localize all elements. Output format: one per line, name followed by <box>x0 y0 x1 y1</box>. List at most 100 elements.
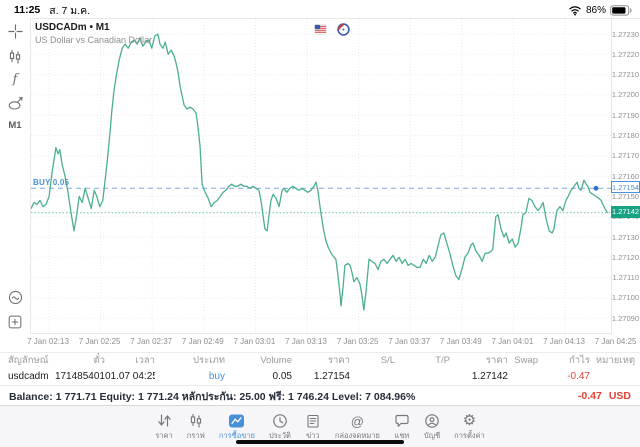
price-tick: 1.27210 <box>611 70 639 80</box>
positions-table: สัญลักษณ์ ตั๋ว เวลา ประเภท Volume ราคา S… <box>0 352 640 386</box>
clock-time: 11:25 <box>14 4 41 16</box>
cell-volume: 0.05 <box>272 371 292 382</box>
session-clock-icon <box>337 23 350 36</box>
chart-canvas <box>31 19 611 333</box>
time-tick: 7 Jan 04:25 <box>594 337 637 346</box>
time-tick: 7 Jan 02:13 <box>27 337 69 346</box>
price-tick: 1.27160 <box>611 171 639 181</box>
add-window-icon[interactable] <box>7 314 23 330</box>
chart-header: USDCADm • M1 US Dollar vs Canadian Dolla… <box>35 22 152 45</box>
buy-position-line-label: BUY 0.05 <box>33 178 70 188</box>
price-axis: 1.27230 1.27220 1.27210 1.27200 1.27190 … <box>612 18 640 334</box>
time-tick: 7 Jan 02:37 <box>130 337 173 346</box>
price-chart[interactable]: USDCADm • M1 US Dollar vs Canadian Dolla… <box>30 18 612 334</box>
col-ticket: ตั๋ว <box>93 355 105 366</box>
us-flag-icon <box>314 23 327 36</box>
price-tick: 1.27190 <box>611 110 639 120</box>
cell-time: 01.07 04:25 <box>105 371 155 382</box>
tab-label: การตั้งค่า <box>454 431 485 440</box>
tab-chart[interactable]: กราฟ <box>187 411 205 447</box>
objects-icon[interactable] <box>7 95 24 112</box>
time-tick: 7 Jan 03:01 <box>233 337 276 346</box>
timeframe-m1-button[interactable]: M1 <box>8 120 22 131</box>
tab-settings[interactable]: ⚙ การตั้งค่า <box>454 411 485 447</box>
trade-chart-icon <box>228 411 245 429</box>
bid-price-tag: 1.27142 <box>611 205 640 218</box>
tab-label: กราฟ <box>186 431 205 440</box>
price-tick: 1.27220 <box>611 49 639 59</box>
time-tick: 7 Jan 03:13 <box>285 337 327 346</box>
chart-symbol-title: USDCADm • M1 <box>35 22 110 33</box>
cell-symbol: usdcadm <box>8 371 49 382</box>
tab-account[interactable]: บัญชี <box>424 411 440 447</box>
quotes-arrows-icon <box>156 411 173 429</box>
col-volume: Volume <box>260 355 292 366</box>
cell-ticket: 171485401 <box>54 371 105 382</box>
time-tick: 7 Jan 03:25 <box>336 337 379 346</box>
cell-price-open: 1.27154 <box>313 371 350 382</box>
price-tick: 1.27150 <box>611 191 639 201</box>
time-tick: 7 Jan 02:25 <box>78 337 121 346</box>
tab-mailbox[interactable]: @ กล่องจดหมาย <box>335 411 380 447</box>
tab-label: กล่องจดหมาย <box>334 431 380 440</box>
ask-price-tag: 1.27154 <box>611 181 640 194</box>
tab-label: แชท <box>394 431 410 440</box>
account-currency: USD <box>608 390 631 402</box>
cell-price-current: 1.27142 <box>471 371 508 382</box>
price-tick: 1.27180 <box>611 131 639 140</box>
tab-label: ราคา <box>155 431 173 440</box>
time-tick: 7 Jan 02:49 <box>181 337 224 346</box>
tab-label: ประวัติ <box>268 431 291 440</box>
status-bar: 11:25 ส. 7 ม.ค. 86% <box>0 0 640 18</box>
col-time: เวลา <box>135 355 155 366</box>
tab-history[interactable]: ประวัติ <box>269 411 291 447</box>
price-tick: 1.27200 <box>611 90 639 100</box>
history-clock-icon <box>272 411 288 429</box>
chart-toolbar: f M1 <box>0 18 30 334</box>
candlestick-chart-icon <box>188 411 204 429</box>
quick-chart-icon[interactable] <box>7 289 24 306</box>
status-date: ส. 7 ม.ค. <box>49 4 91 17</box>
wifi-icon <box>568 4 582 16</box>
price-tick: 1.27130 <box>611 232 639 242</box>
crosshair-icon[interactable] <box>7 23 24 40</box>
account-person-icon <box>424 411 440 429</box>
col-price-open: ราคา <box>327 355 350 366</box>
battery-percent: 86% <box>585 4 606 16</box>
tab-label: การซื้อขาย <box>218 431 255 440</box>
account-summary-text: Balance: 1 771.71 Equity: 1 771.24 หลักป… <box>9 390 416 403</box>
chart-symbol-description: US Dollar vs Canadian Dollar <box>35 35 153 45</box>
price-tick: 1.27230 <box>611 29 639 39</box>
tab-label: บัญชี <box>423 431 441 440</box>
battery-icon <box>610 4 632 16</box>
candlestick-icon[interactable] <box>7 48 23 65</box>
tab-news[interactable]: ข่าว <box>305 411 321 447</box>
news-icon <box>305 411 321 429</box>
time-axis: 7 Jan 02:13 7 Jan 02:25 7 Jan 02:37 7 Ja… <box>0 337 640 350</box>
tab-quotes[interactable]: ราคา <box>155 411 173 447</box>
position-row[interactable]: usdcadm 171485401 01.07 04:25 buy 0.05 1… <box>0 368 640 386</box>
tab-trade[interactable]: การซื้อขาย <box>219 411 255 447</box>
time-tick: 7 Jan 03:49 <box>439 337 482 346</box>
settings-gear-icon: ⚙ <box>462 412 477 429</box>
col-price-current: ราคา <box>485 355 508 366</box>
price-tick: 1.27110 <box>612 273 639 283</box>
col-tp: T/P <box>435 355 450 366</box>
col-sl: S/L <box>380 355 395 366</box>
time-tick: 7 Jan 04:01 <box>491 337 534 346</box>
tab-chat[interactable]: แชท <box>394 411 410 447</box>
indicators-f-icon[interactable]: f <box>12 72 18 87</box>
account-summary-bar: Balance: 1 771.71 Equity: 1 771.24 หลักป… <box>0 387 640 405</box>
col-swap: Swap <box>514 355 538 366</box>
cell-type: buy <box>208 371 225 382</box>
home-indicator[interactable] <box>236 439 404 444</box>
cell-profit: -0.47 <box>567 371 590 382</box>
time-tick: 7 Jan 03:37 <box>388 337 431 346</box>
total-profit: -0.47 <box>577 390 602 402</box>
price-tick: 1.27120 <box>611 252 639 262</box>
price-tick: 1.27170 <box>611 151 639 161</box>
tab-label: ข่าว <box>306 431 320 440</box>
positions-table-header: สัญลักษณ์ ตั๋ว เวลา ประเภท Volume ราคา S… <box>0 352 640 368</box>
price-tick: 1.27090 <box>611 313 639 323</box>
col-profit: กำไร <box>569 355 590 366</box>
